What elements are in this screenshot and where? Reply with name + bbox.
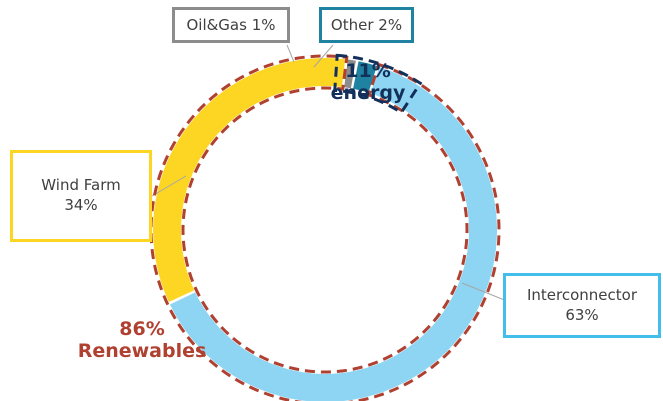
leader-line-other xyxy=(313,44,334,68)
renewables-percent: 86% xyxy=(119,318,165,340)
value-oil-gas: 1% xyxy=(251,16,276,34)
callout-interconnector: Interconnector 63% xyxy=(503,273,661,338)
renewables-annotation: 86% Renewables xyxy=(72,318,212,362)
label-oil-gas: Oil&Gas xyxy=(186,16,247,34)
energy-annotation: 11% energy xyxy=(318,60,418,104)
slices-layer xyxy=(153,57,497,401)
label-other: Other xyxy=(330,16,374,34)
label-interconnector: Interconnector xyxy=(526,286,638,304)
leader-line-oil-gas xyxy=(286,44,295,63)
callout-oil-gas: Oil&Gas 1% xyxy=(172,7,290,43)
energy-outline xyxy=(333,53,423,115)
value-wind-farm: 34% xyxy=(64,196,98,214)
callout-wind-farm: Wind Farm 34% xyxy=(10,150,152,242)
value-interconnector: 63% xyxy=(565,306,599,324)
renewables-outline xyxy=(149,54,501,401)
renewables-label: Renewables xyxy=(77,340,207,362)
callout-other: Other 2% xyxy=(319,7,414,43)
slice-other xyxy=(353,61,377,93)
energy-percent: 11% xyxy=(345,60,391,82)
leader-line-wind-farm xyxy=(151,175,187,197)
group-outlines xyxy=(149,53,501,401)
energy-label: energy xyxy=(330,82,406,104)
value-other: 2% xyxy=(378,16,403,34)
slice-oil-gas xyxy=(344,59,356,89)
label-wind-farm: Wind Farm xyxy=(41,176,121,194)
slice-wind-farm xyxy=(153,57,346,303)
